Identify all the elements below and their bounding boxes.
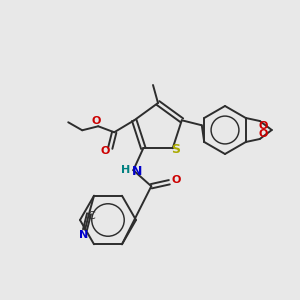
Text: N: N: [132, 165, 142, 178]
Text: N: N: [80, 230, 88, 240]
Text: O: O: [172, 175, 181, 185]
Text: O: O: [258, 121, 268, 131]
Text: O: O: [100, 146, 110, 156]
Text: O: O: [92, 116, 101, 126]
Text: O: O: [258, 129, 268, 139]
Text: H: H: [121, 165, 130, 175]
Text: S: S: [171, 143, 180, 156]
Text: C: C: [87, 211, 95, 221]
